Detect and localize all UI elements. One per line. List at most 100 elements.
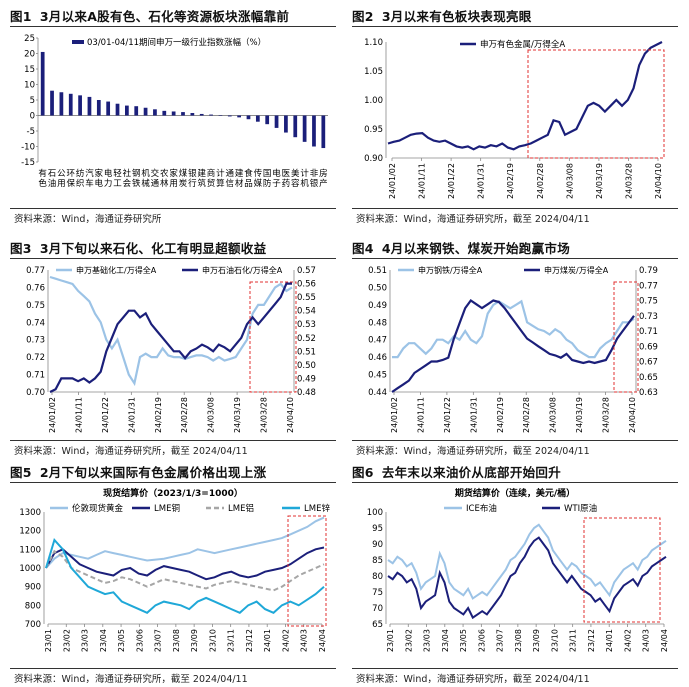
category-label: 食 [244,168,253,179]
chart-fig1: -15 -10 -5 0 5 10 15 20 25 03/01-04/11期间申万一级行业指数涨… [21,34,328,189]
y-tick-label: 0.57 [297,266,316,276]
y-tick-label: 0.53 [297,320,316,330]
category-label: 煤 [179,168,188,179]
y-tick-label: 15 [24,65,35,75]
x-tick-label: 23/06 [477,629,486,652]
x-tick-label: 24/01/11 [74,397,83,433]
x-tick-label: 23/11 [569,629,578,652]
category-label: 医 [282,169,291,179]
category-label: 银 [310,178,319,189]
legend-label: 伦敦现货黄金 [72,503,124,514]
category-label: 计 [300,168,309,179]
y-tick-label: 0.51 [368,266,387,276]
bar [255,115,260,122]
highlight-box [287,515,327,627]
panel-fig4: 图4 4月以来钢铁、煤炭开始跑赢市场 0.44 0.45 0.46 0.47 0.48 0.… [352,238,678,457]
panel-fig2: 图2 3月以来有色板块表现亮眼 0.90 0.95 1.00 1.05 1.10 24/01… [352,6,678,225]
x-tick-label: 23/10 [550,629,559,652]
category-label: 保 [66,178,75,189]
bar [115,103,120,116]
y-tick-label: 0.44 [368,388,387,398]
x-tick-label: 24/04 [318,629,327,652]
series-line [392,299,635,359]
source-note: 资料来源：Wind，海通证券研究所，截至 2024/04/11 [14,446,248,457]
x-tick-label: 24/01/02 [390,397,399,433]
bar [68,93,73,116]
x-tick-label: 24/03/28 [260,397,269,433]
chart-fig2: 0.90 0.95 1.00 1.05 1.10 24/01/02 24/01/11 24/0… [364,38,665,199]
category-label: 力 [104,178,113,189]
y-tick-label: 100 [367,508,383,518]
x-tick-label: 24/03/08 [565,163,574,199]
x-tick-label: 23/03 [81,629,90,652]
y-tick-label: 70 [372,604,383,614]
x-tick-label: 24/02 [281,629,290,652]
y-tick-label: 0.73 [26,336,45,346]
highlight-box [613,281,639,393]
highlight-box [249,281,297,393]
chart-fig5: 现货结算价（2023/1/3=1000） 700 800 900 1000 1100 120… [19,487,330,652]
bar [190,113,195,116]
x-tick-label: 23/11 [227,629,236,652]
x-tick-label: 24/01/31 [469,397,478,433]
series-line [387,523,667,600]
y-tick-label: 0.67 [639,358,658,368]
panel-fig6: 图6 去年末以来油价从底部开始回升 期货结算价（连续，美元/桶） 65 70 75 80 8… [352,462,678,685]
y-tick-label: 0.75 [26,301,45,311]
x-tick-label: 24/01/22 [447,163,456,199]
source-note: 资料来源：Wind，海通证券研究所，截至 2024/04/11 [356,214,590,225]
source-note: 资料来源：Wind，海通证券研究所，截至 2024/04/11 [356,446,590,457]
y-tick-label: 0.45 [368,371,387,381]
y-tick-label: 0.54 [297,307,316,317]
bar [181,112,185,116]
x-tick-label: 23/04 [441,629,450,652]
x-tick-label: 24/01/31 [477,163,486,199]
x-tick-label: 24/03/28 [624,163,633,199]
bar [293,115,298,138]
bar [209,114,213,116]
category-label: 石 [48,169,57,179]
legend-label: 申万钢铁/万得全A [418,265,483,275]
category-label: 汽 [85,168,94,179]
category-label: 行 [188,178,197,189]
x-tick-label: 24/02/19 [496,397,505,433]
source-note: 资料来源：Wind，海通证券研究所 [14,214,162,225]
x-tick-label: 23/09 [190,629,199,652]
category-label: 环 [66,169,75,179]
y-tick-label: 0 [30,112,35,122]
x-tick-label: 23/12 [245,629,254,652]
x-tick-label: 24/02 [623,629,632,652]
bar [125,105,129,116]
y-tick-label: 0.50 [297,361,316,371]
bar [312,115,316,147]
y-tick-label: 0.63 [639,388,658,398]
category-label: 家 [169,168,178,179]
y-tick-label: 700 [25,620,41,630]
legend-label: LME铜 [154,503,180,514]
x-tick-label: 24/01/22 [443,397,452,433]
category-label: 林 [160,178,169,189]
y-tick-label: 95 [372,524,383,534]
x-tick-label: 24/01/31 [127,397,136,433]
x-tick-label: 24/01/22 [101,397,110,433]
category-label: 轻 [113,168,122,179]
category-label: 车 [85,178,94,189]
series-line [45,546,325,581]
series-line [45,549,325,592]
y-tick-label: 0.48 [368,318,387,328]
category-label: 贸 [207,178,216,189]
legend-label: LME铝 [228,503,254,514]
bar [143,107,148,116]
series-line [49,282,292,393]
category-label: 产 [319,178,328,189]
category-label: 通 [151,178,160,189]
legend-label: ICE布油 [466,503,497,514]
y-tick-label: 1.10 [364,38,383,48]
y-tick-label: 0.77 [26,266,45,276]
bar [153,109,157,116]
x-tick-label: 24/03/08 [207,397,216,433]
source-note: 资料来源：Wind，海通证券研究所，截至 2024/04/11 [356,674,590,685]
bar [134,106,139,116]
category-label: 建 [197,168,206,179]
y-tick-label: 1000 [19,564,41,574]
